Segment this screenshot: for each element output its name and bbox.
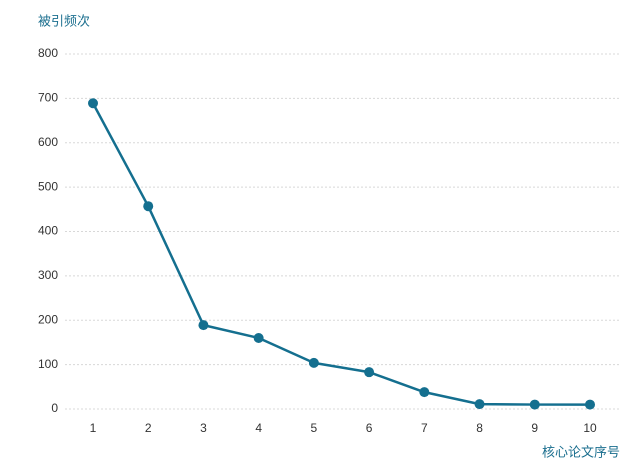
line <box>91 102 590 406</box>
y-tick-label: 700 <box>38 91 58 105</box>
x-tick-label: 9 <box>531 421 538 435</box>
point <box>474 399 485 410</box>
x-tick-label: 3 <box>200 421 207 435</box>
point <box>253 333 264 343</box>
point <box>585 399 595 410</box>
point <box>143 201 154 212</box>
x-tick-label: 6 <box>366 421 373 435</box>
y-tick-label: 200 <box>38 312 58 326</box>
x-axis-title: 核心论文序号 <box>542 444 620 459</box>
y-tick-label: 0 <box>51 401 58 415</box>
y-axis-title: 被引频次 <box>38 13 90 28</box>
x-tick-label: 7 <box>421 421 428 435</box>
x-tick-label: 1 <box>90 421 97 435</box>
x-tick-label: 8 <box>476 421 483 435</box>
y-tick-label: 300 <box>38 268 58 282</box>
x-tick-label: 5 <box>311 421 318 435</box>
point <box>308 357 319 368</box>
point <box>529 399 540 410</box>
y-tick-label: 600 <box>38 135 58 149</box>
point <box>364 367 375 378</box>
x-tick-label: 10 <box>583 421 597 435</box>
y-tick-label: 100 <box>38 357 58 371</box>
y-tick-label: 400 <box>38 224 58 238</box>
y-tick-label: 500 <box>38 179 58 193</box>
x-tick-label: 2 <box>145 421 152 435</box>
point <box>198 320 209 331</box>
point <box>88 98 98 109</box>
point <box>419 387 430 398</box>
x-tick-label: 4 <box>255 421 262 435</box>
y-tick-label: 800 <box>38 46 58 60</box>
